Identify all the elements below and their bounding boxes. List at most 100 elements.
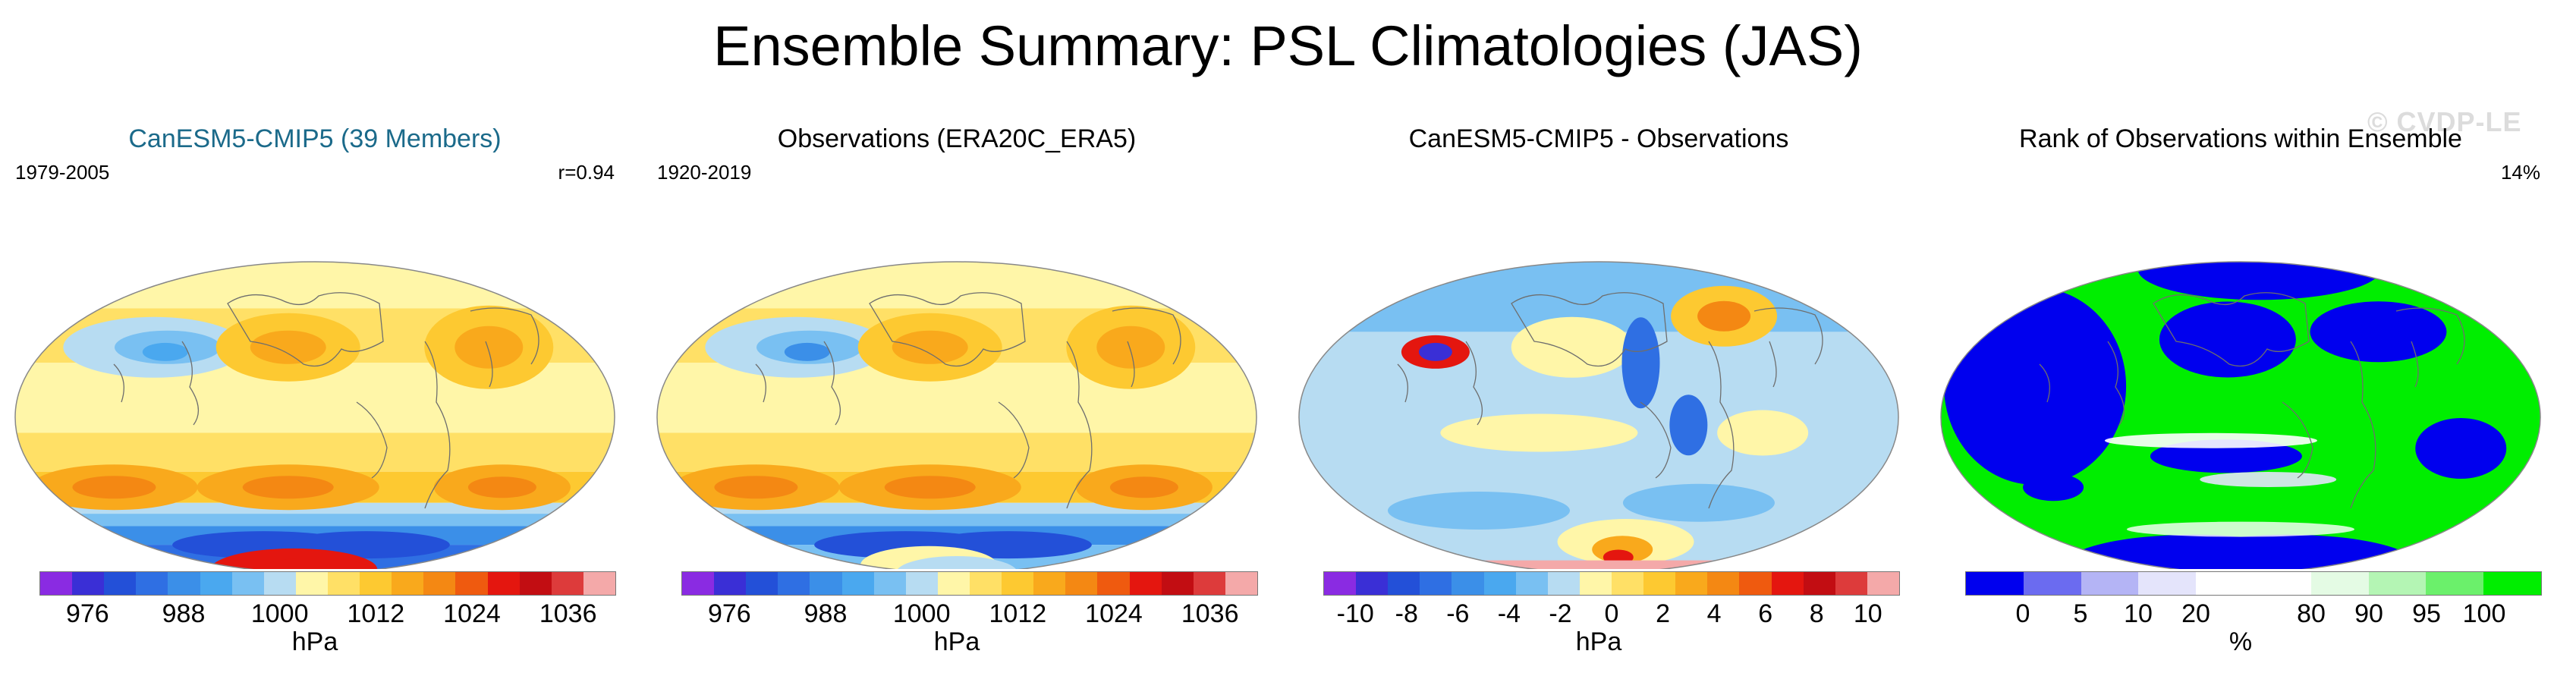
colorbar-swatch: [1483, 572, 1516, 595]
colorbar-tick-label: 20: [2181, 599, 2210, 628]
colorbar-tick-label: 8: [1809, 599, 1824, 628]
south-indian-high-core: [72, 476, 156, 499]
colorbar-swatch: [682, 572, 715, 595]
colorbar-swatch: [841, 572, 874, 595]
watermark: © CVDP-LE: [2367, 106, 2522, 137]
andes-negative: [1669, 395, 1708, 456]
colorbar-swatch: [519, 572, 552, 595]
colorbar-swatch: [1771, 572, 1804, 595]
colorbar-swatch: [714, 572, 747, 595]
panel-title: Observations (ERA20C_ERA5): [777, 124, 1137, 153]
colorbar-swatch: [1225, 572, 1257, 595]
map-outline: [656, 261, 1257, 569]
rank-neutral-1: [2104, 432, 2317, 448]
colorbar-tick-label: 976: [65, 599, 109, 628]
map-plot: [1298, 261, 1899, 569]
colorbar-tick-label: 1024: [443, 599, 501, 628]
colorbar-swatch: [1803, 572, 1835, 595]
colorbar-swatch: [72, 572, 105, 595]
rank-low-antarctic-east: [2158, 534, 2417, 569]
antarctica-mask: [1299, 560, 1898, 569]
atlantic-tropical-positive: [1717, 410, 1809, 456]
coastline-0: [869, 292, 1026, 367]
south-indian-high-core: [714, 476, 798, 499]
coastline-5: [1397, 363, 1408, 403]
rank-low-east: [2415, 418, 2507, 479]
colorbar-swatch: [1356, 572, 1389, 595]
colorbar-tick-label: 0: [2015, 599, 2030, 628]
colorbar-swatch: [1420, 572, 1452, 595]
colorbar-tick-label: 988: [162, 599, 206, 628]
southern-ocean-band-1: [657, 514, 1257, 527]
coastline-2: [2282, 401, 2313, 479]
rank-low-atlantic: [2310, 301, 2447, 363]
colorbar-swatch: [873, 572, 906, 595]
coastline-5: [113, 363, 124, 403]
colorbar-tick-label: 2: [1656, 599, 1671, 628]
colorbar-swatch: [1643, 572, 1676, 595]
rank-percentage: 14%: [2500, 161, 2540, 184]
colorbar-swatch: [1065, 572, 1098, 595]
colorbar-swatch: [2426, 572, 2484, 595]
himalaya-negative: [1418, 342, 1452, 361]
map-plot: [656, 261, 1257, 569]
colorbar-swatch: [1324, 572, 1357, 595]
south-pacific-high-core: [884, 476, 976, 499]
rank-neutral-2: [2200, 472, 2337, 487]
colorbar-tick-label: 4: [1706, 599, 1722, 628]
colorbar-swatch: [392, 572, 424, 595]
colorbar-swatch: [551, 572, 583, 595]
coastline-4: [2395, 307, 2465, 365]
coastline-3: [2350, 341, 2376, 509]
colorbar-swatch: [1867, 572, 1899, 595]
colorbar-swatch: [1966, 572, 2024, 595]
north-atlantic-high-core: [454, 325, 524, 369]
colorbar: [1323, 571, 1900, 596]
colorbar: [681, 571, 1258, 596]
colorbar-unit: hPa: [291, 627, 338, 656]
panel-rank: Rank of Observations within Ensemble 14%…: [1926, 114, 2556, 675]
southern-negative-1: [1388, 492, 1570, 530]
colorbar-tick-label: 10: [2124, 599, 2153, 628]
coastline-1: [181, 341, 199, 426]
southern-negative-2: [1622, 483, 1775, 522]
colorbar-swatch: [1547, 572, 1580, 595]
colorbar-swatch: [1835, 572, 1867, 595]
coastline-3: [1066, 341, 1093, 509]
north-atlantic-high-core: [1096, 325, 1165, 369]
colorbar-tick-label: 1000: [250, 599, 309, 628]
colorbar-tick-label: 80: [2297, 599, 2326, 628]
south-pacific-high-core: [242, 476, 334, 499]
colorbar-swatch: [2253, 572, 2311, 595]
colorbar-tick-label: -10: [1336, 599, 1374, 628]
colorbar-swatch: [1002, 572, 1034, 595]
colorbar-tick-label: 100: [2462, 599, 2506, 628]
colorbar-swatch: [423, 572, 456, 595]
colorbar-tick-label: 6: [1758, 599, 1773, 628]
arctic-band: [657, 262, 1257, 309]
colorbar-tick-label: 1024: [1085, 599, 1143, 628]
coastline-2: [998, 401, 1030, 479]
coastline-3: [1708, 341, 1735, 509]
coastline-6: [1769, 341, 1777, 388]
colorbar-tick-label: -2: [1549, 599, 1572, 628]
south-atlantic-high-core: [467, 476, 536, 498]
colorbar-swatch: [969, 572, 1002, 595]
coastline-2: [356, 401, 388, 479]
north-pacific-high-core: [250, 330, 326, 364]
coastline-2: [1640, 401, 1672, 479]
colorbar-swatch: [2196, 572, 2254, 595]
coastline-4: [1112, 307, 1181, 365]
colorbar-swatch: [455, 572, 488, 595]
colorbar-swatch: [1611, 572, 1644, 595]
coastline-0: [1511, 292, 1668, 367]
colorbar-swatch: [2368, 572, 2427, 595]
colorbar-swatch: [104, 572, 137, 595]
colorbar-swatch: [40, 572, 73, 595]
panel-observations-climatology: Observations (ERA20C_ERA5) 1920-2019 hPa…: [642, 114, 1272, 675]
tropical-positive: [1440, 413, 1638, 452]
colorbar-swatch: [1515, 572, 1548, 595]
colorbar-swatch: [2310, 572, 2369, 595]
colorbar-swatch: [1707, 572, 1740, 595]
map-outline: [1298, 261, 1899, 569]
